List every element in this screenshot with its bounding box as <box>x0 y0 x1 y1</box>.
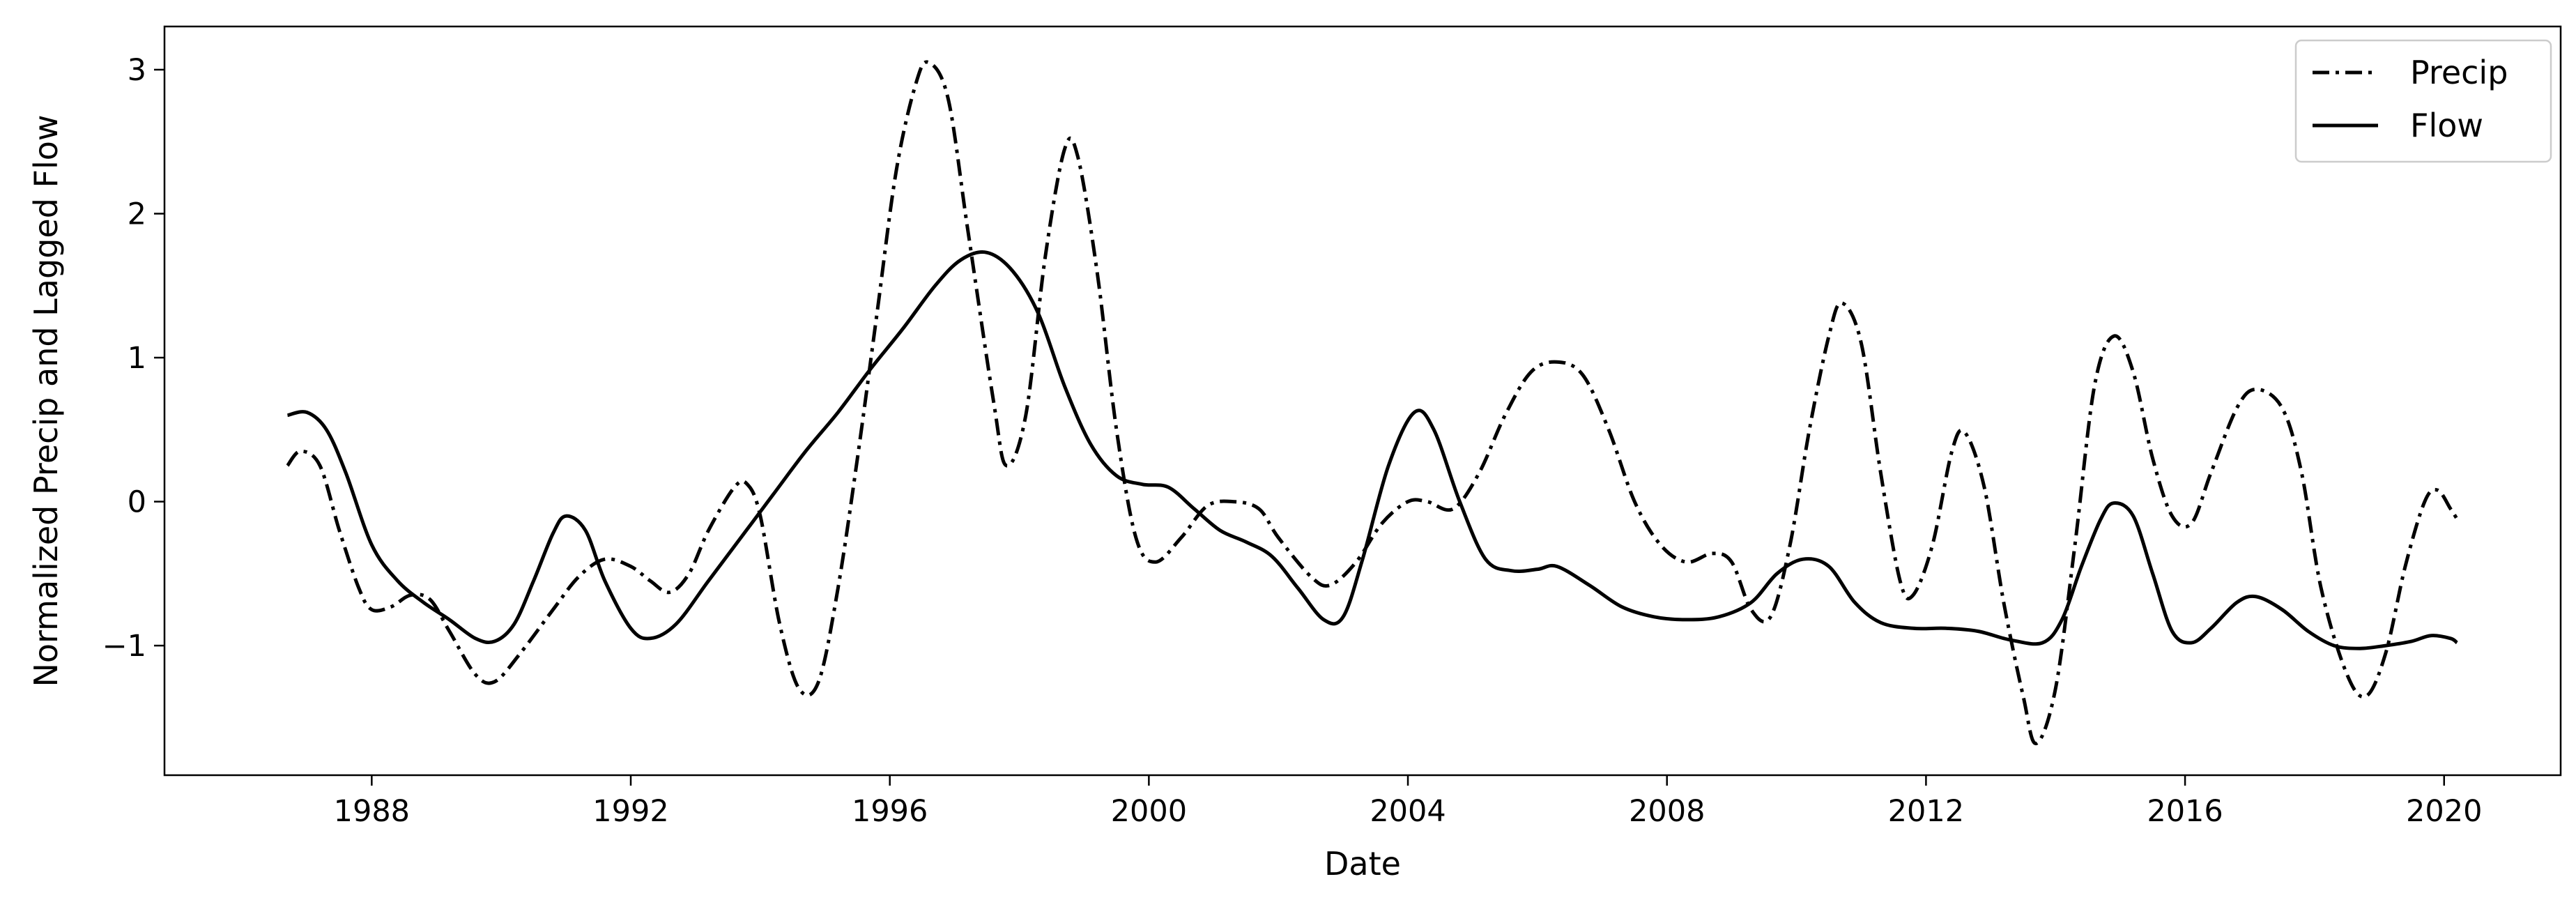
x-axis-label: Date <box>1324 845 1401 883</box>
x-axis: 1988 1992 1996 2000 2004 2008 2012 2016 2020 <box>334 775 2482 829</box>
x-tick-label: 1996 <box>852 794 928 829</box>
series-line-flow <box>286 250 2458 650</box>
y-tick-label: 2 <box>128 197 146 232</box>
plot-area <box>164 26 2561 775</box>
y-axis: −1 0 1 2 3 <box>102 53 164 664</box>
y-tick-label: 0 <box>128 485 146 520</box>
legend-label-flow: Flow <box>2410 107 2483 144</box>
x-tick-label: 2004 <box>1370 794 1446 829</box>
y-tick-label: 1 <box>128 341 146 376</box>
legend: Precip Flow <box>2294 39 2552 163</box>
x-tick-label: 2008 <box>1629 794 1705 829</box>
series-line-precip <box>286 60 2459 746</box>
series-layer <box>286 60 2459 746</box>
x-tick-label: 2012 <box>1888 794 1964 829</box>
x-tick-label: 1992 <box>592 794 668 829</box>
legend-label-precip: Precip <box>2410 54 2508 91</box>
y-tick-label: −1 <box>102 629 146 664</box>
plot-frame <box>163 25 2562 777</box>
y-axis-label: Normalized Precip and Lagged Flow <box>27 114 65 687</box>
y-tick-label: 3 <box>128 53 146 88</box>
x-tick-label: 2020 <box>2406 794 2482 829</box>
x-tick-label: 1988 <box>334 794 410 829</box>
x-tick-label: 2000 <box>1111 794 1187 829</box>
x-tick-label: 2016 <box>2147 794 2223 829</box>
